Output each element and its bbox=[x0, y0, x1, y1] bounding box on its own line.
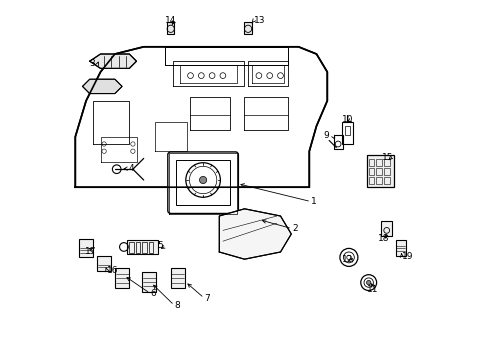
Bar bbox=[170, 268, 185, 288]
Bar bbox=[167, 22, 174, 34]
Text: 18: 18 bbox=[378, 234, 389, 243]
Polygon shape bbox=[82, 79, 122, 94]
Bar bbox=[97, 256, 110, 271]
Text: 4: 4 bbox=[128, 164, 134, 173]
Bar bbox=[344, 126, 349, 135]
Bar bbox=[381, 221, 391, 236]
Text: 10: 10 bbox=[342, 115, 353, 124]
Text: 1: 1 bbox=[310, 197, 316, 206]
Bar bbox=[368, 177, 374, 184]
Polygon shape bbox=[89, 54, 136, 68]
Bar bbox=[375, 168, 381, 175]
Bar bbox=[375, 159, 381, 166]
Text: 12: 12 bbox=[342, 256, 353, 264]
Bar bbox=[383, 159, 389, 166]
Bar bbox=[375, 177, 381, 184]
Bar bbox=[366, 155, 393, 187]
Bar bbox=[333, 135, 342, 149]
Text: 14: 14 bbox=[165, 17, 176, 26]
Bar bbox=[368, 168, 374, 175]
Bar bbox=[341, 122, 352, 144]
Circle shape bbox=[199, 176, 206, 184]
Bar bbox=[395, 240, 405, 256]
Text: 8: 8 bbox=[174, 301, 180, 310]
Bar bbox=[368, 159, 374, 166]
Bar bbox=[127, 240, 158, 254]
Bar bbox=[244, 22, 251, 34]
Text: 15: 15 bbox=[381, 153, 393, 162]
Circle shape bbox=[366, 280, 370, 285]
Text: 16: 16 bbox=[107, 266, 118, 275]
Text: 5: 5 bbox=[157, 241, 163, 250]
Text: 9: 9 bbox=[323, 131, 329, 140]
Text: 11: 11 bbox=[366, 285, 378, 294]
Text: 2: 2 bbox=[291, 224, 297, 233]
Text: 19: 19 bbox=[401, 252, 412, 261]
Bar bbox=[148, 242, 153, 253]
Text: 3: 3 bbox=[89, 59, 95, 68]
Text: 13: 13 bbox=[253, 17, 264, 26]
Bar bbox=[383, 177, 389, 184]
Polygon shape bbox=[219, 209, 291, 259]
Bar bbox=[142, 272, 156, 292]
Bar bbox=[136, 242, 140, 253]
Bar bbox=[129, 242, 133, 253]
Bar bbox=[383, 168, 389, 175]
Text: 17: 17 bbox=[85, 247, 97, 256]
Polygon shape bbox=[75, 47, 326, 187]
FancyBboxPatch shape bbox=[167, 152, 238, 213]
Bar bbox=[176, 160, 230, 205]
Bar bbox=[79, 239, 92, 257]
Text: 7: 7 bbox=[204, 294, 209, 302]
Bar bbox=[115, 268, 129, 288]
Bar bbox=[142, 242, 146, 253]
Text: 6: 6 bbox=[150, 289, 156, 298]
